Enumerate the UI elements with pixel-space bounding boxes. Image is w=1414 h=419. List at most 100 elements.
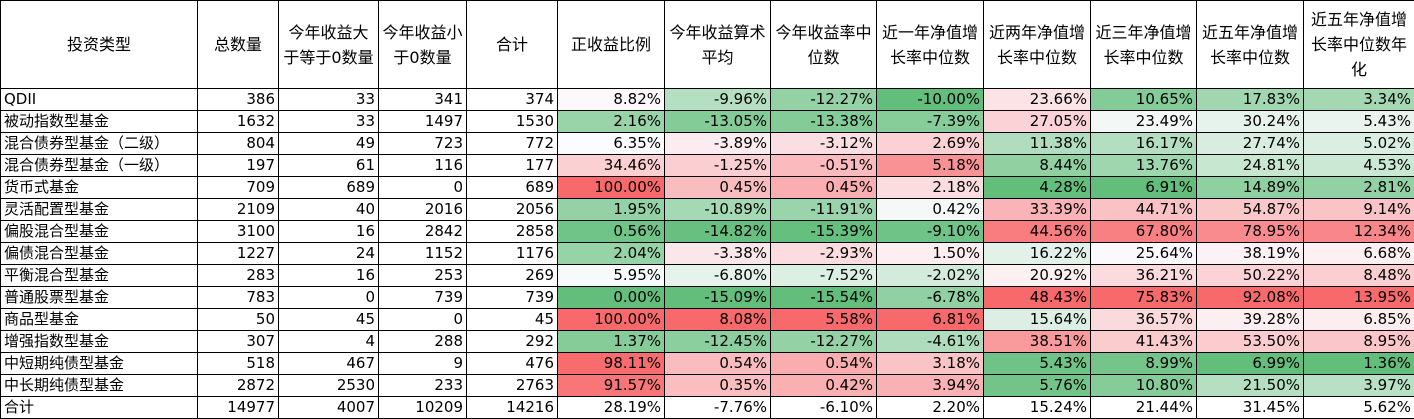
table-cell[interactable]: -12.45% bbox=[665, 331, 771, 353]
table-cell[interactable]: 386 bbox=[198, 89, 279, 111]
row-label[interactable]: 合计 bbox=[1, 397, 198, 419]
table-cell[interactable]: 772 bbox=[467, 133, 558, 155]
table-cell[interactable]: 17.83% bbox=[1197, 89, 1304, 111]
table-cell[interactable]: 6.85% bbox=[1304, 309, 1414, 331]
table-cell[interactable]: 0.54% bbox=[665, 353, 771, 375]
table-cell[interactable]: 5.62% bbox=[1304, 397, 1414, 419]
table-cell[interactable]: 197 bbox=[198, 155, 279, 177]
table-cell[interactable]: 518 bbox=[198, 353, 279, 375]
table-cell[interactable]: 14.89% bbox=[1197, 177, 1304, 199]
table-cell[interactable]: 13.95% bbox=[1304, 287, 1414, 309]
table-cell[interactable]: 16 bbox=[279, 265, 379, 287]
table-cell[interactable]: 10.80% bbox=[1091, 375, 1197, 397]
column-header[interactable]: 正收益比例 bbox=[558, 1, 665, 89]
table-cell[interactable]: 1176 bbox=[467, 243, 558, 265]
table-cell[interactable]: 4 bbox=[279, 331, 379, 353]
table-cell[interactable]: 1.37% bbox=[558, 331, 665, 353]
table-cell[interactable]: 33.39% bbox=[984, 199, 1091, 221]
table-cell[interactable]: 15.24% bbox=[984, 397, 1091, 419]
table-cell[interactable]: 100.00% bbox=[558, 177, 665, 199]
table-cell[interactable]: 3100 bbox=[198, 221, 279, 243]
table-cell[interactable]: 3.34% bbox=[1304, 89, 1414, 111]
table-cell[interactable]: 1152 bbox=[379, 243, 467, 265]
table-cell[interactable]: 233 bbox=[379, 375, 467, 397]
table-cell[interactable]: 2872 bbox=[198, 375, 279, 397]
table-cell[interactable]: 10209 bbox=[379, 397, 467, 419]
table-cell[interactable]: 92.08% bbox=[1197, 287, 1304, 309]
table-cell[interactable]: -4.61% bbox=[877, 331, 984, 353]
table-cell[interactable]: 1530 bbox=[467, 111, 558, 133]
table-cell[interactable]: 30.24% bbox=[1197, 111, 1304, 133]
table-cell[interactable]: 53.50% bbox=[1197, 331, 1304, 353]
table-cell[interactable]: 1497 bbox=[379, 111, 467, 133]
table-cell[interactable]: 1227 bbox=[198, 243, 279, 265]
table-cell[interactable]: 2858 bbox=[467, 221, 558, 243]
table-cell[interactable]: 0.42% bbox=[771, 375, 877, 397]
table-cell[interactable]: 34.46% bbox=[558, 155, 665, 177]
table-cell[interactable]: 283 bbox=[198, 265, 279, 287]
table-cell[interactable]: 2.18% bbox=[877, 177, 984, 199]
table-cell[interactable]: 341 bbox=[379, 89, 467, 111]
table-cell[interactable]: 5.43% bbox=[1304, 111, 1414, 133]
column-header[interactable]: 合计 bbox=[467, 1, 558, 89]
table-cell[interactable]: -15.54% bbox=[771, 287, 877, 309]
table-cell[interactable]: 0.42% bbox=[877, 199, 984, 221]
row-label[interactable]: QDII bbox=[1, 89, 198, 111]
table-cell[interactable]: 723 bbox=[379, 133, 467, 155]
table-cell[interactable]: 16 bbox=[279, 221, 379, 243]
table-cell[interactable]: 374 bbox=[467, 89, 558, 111]
table-cell[interactable]: 41.43% bbox=[1091, 331, 1197, 353]
table-cell[interactable]: 1.50% bbox=[877, 243, 984, 265]
table-cell[interactable]: 16.22% bbox=[984, 243, 1091, 265]
table-cell[interactable]: -3.38% bbox=[665, 243, 771, 265]
table-cell[interactable]: 5.95% bbox=[558, 265, 665, 287]
table-cell[interactable]: 467 bbox=[279, 353, 379, 375]
table-cell[interactable]: -6.80% bbox=[665, 265, 771, 287]
table-cell[interactable]: 8.95% bbox=[1304, 331, 1414, 353]
table-cell[interactable]: 20.92% bbox=[984, 265, 1091, 287]
table-cell[interactable]: 689 bbox=[279, 177, 379, 199]
table-cell[interactable]: 307 bbox=[198, 331, 279, 353]
table-cell[interactable]: 9 bbox=[379, 353, 467, 375]
row-label[interactable]: 中短期纯债型基金 bbox=[1, 353, 198, 375]
table-cell[interactable]: 48.43% bbox=[984, 287, 1091, 309]
table-cell[interactable]: 8.44% bbox=[984, 155, 1091, 177]
table-cell[interactable]: 23.66% bbox=[984, 89, 1091, 111]
table-cell[interactable]: 15.64% bbox=[984, 309, 1091, 331]
table-cell[interactable]: -6.10% bbox=[771, 397, 877, 419]
table-cell[interactable]: 27.74% bbox=[1197, 133, 1304, 155]
table-cell[interactable]: 21.44% bbox=[1091, 397, 1197, 419]
table-cell[interactable]: 45 bbox=[279, 309, 379, 331]
table-cell[interactable]: 2109 bbox=[198, 199, 279, 221]
table-cell[interactable]: 10.65% bbox=[1091, 89, 1197, 111]
table-cell[interactable]: 0 bbox=[379, 177, 467, 199]
table-cell[interactable]: 783 bbox=[198, 287, 279, 309]
table-cell[interactable]: 4.53% bbox=[1304, 155, 1414, 177]
table-cell[interactable]: -2.93% bbox=[771, 243, 877, 265]
row-label[interactable]: 货币式基金 bbox=[1, 177, 198, 199]
table-cell[interactable]: 8.99% bbox=[1091, 353, 1197, 375]
table-cell[interactable]: 91.57% bbox=[558, 375, 665, 397]
table-cell[interactable]: 78.95% bbox=[1197, 221, 1304, 243]
table-cell[interactable]: 50 bbox=[198, 309, 279, 331]
table-cell[interactable]: -6.78% bbox=[877, 287, 984, 309]
row-label[interactable]: 商品型基金 bbox=[1, 309, 198, 331]
table-cell[interactable]: -13.05% bbox=[665, 111, 771, 133]
table-cell[interactable]: 33 bbox=[279, 89, 379, 111]
table-cell[interactable]: -3.89% bbox=[665, 133, 771, 155]
column-header[interactable]: 近三年净值增长率中位数 bbox=[1091, 1, 1197, 89]
table-cell[interactable]: 177 bbox=[467, 155, 558, 177]
table-cell[interactable]: 23.49% bbox=[1091, 111, 1197, 133]
table-cell[interactable]: 24 bbox=[279, 243, 379, 265]
table-cell[interactable]: 8.08% bbox=[665, 309, 771, 331]
table-cell[interactable]: -7.39% bbox=[877, 111, 984, 133]
column-header[interactable]: 总数量 bbox=[198, 1, 279, 89]
table-cell[interactable]: 28.19% bbox=[558, 397, 665, 419]
table-cell[interactable]: 8.82% bbox=[558, 89, 665, 111]
table-cell[interactable]: 739 bbox=[467, 287, 558, 309]
table-cell[interactable]: -10.89% bbox=[665, 199, 771, 221]
table-cell[interactable]: 476 bbox=[467, 353, 558, 375]
table-cell[interactable]: -10.00% bbox=[877, 89, 984, 111]
table-cell[interactable]: 0.56% bbox=[558, 221, 665, 243]
table-cell[interactable]: 3.94% bbox=[877, 375, 984, 397]
